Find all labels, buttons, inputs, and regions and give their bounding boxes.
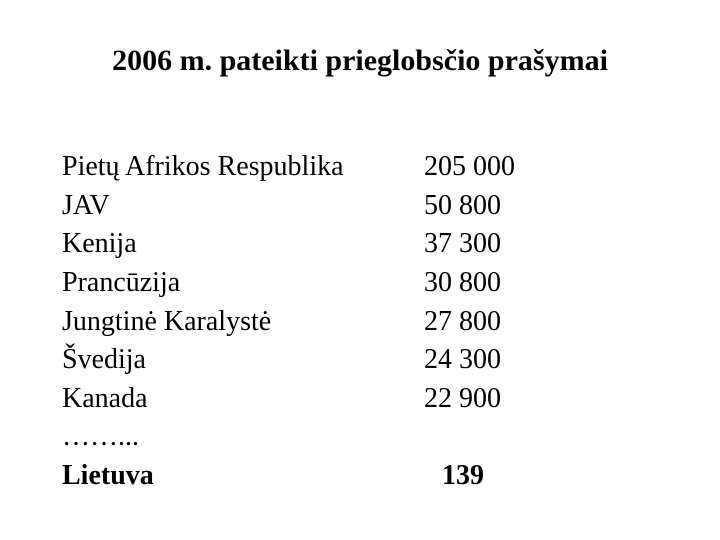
country-cell: ……... [62,418,424,457]
table-row: Pietų Afrikos Respublika205 000 [62,148,658,187]
table-row: Prancūzija30 800 [62,264,658,303]
value-cell [424,418,658,457]
table-row: Jungtinė Karalystė27 800 [62,303,658,342]
value-cell: 139 [424,457,658,496]
table-row: Švedija24 300 [62,341,658,380]
table-row: Kanada22 900 [62,380,658,419]
country-cell: Jungtinė Karalystė [62,303,424,342]
table-row: Kenija37 300 [62,225,658,264]
country-cell: JAV [62,187,424,226]
value-cell: 27 800 [424,303,658,342]
country-cell: Lietuva [62,457,424,496]
value-cell: 50 800 [424,187,658,226]
country-cell: Kanada [62,380,424,419]
value-cell: 37 300 [424,225,658,264]
value-cell: 22 900 [424,380,658,419]
country-cell: Prancūzija [62,264,424,303]
slide: 2006 m. pateikti prieglobsčio prašymai P… [0,0,720,540]
slide-title: 2006 m. pateikti prieglobsčio prašymai [0,44,720,78]
value-cell: 24 300 [424,341,658,380]
table-row: ……... [62,418,658,457]
country-cell: Pietų Afrikos Respublika [62,148,424,187]
data-table: Pietų Afrikos Respublika205 000JAV50 800… [62,148,658,496]
table-row: JAV50 800 [62,187,658,226]
table-row: Lietuva139 [62,457,658,496]
value-cell: 205 000 [424,148,658,187]
country-cell: Kenija [62,225,424,264]
country-cell: Švedija [62,341,424,380]
value-cell: 30 800 [424,264,658,303]
